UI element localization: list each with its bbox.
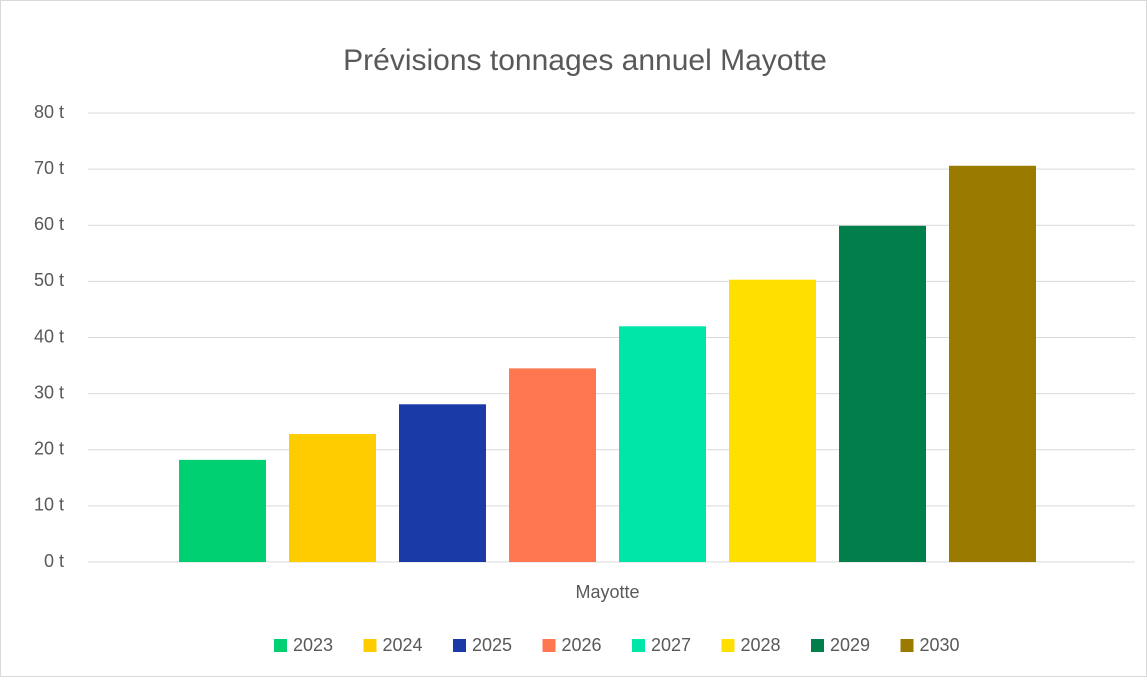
bar: [179, 459, 266, 562]
legend-swatch: [363, 639, 377, 652]
legend-swatch: [721, 639, 735, 652]
legend-swatch: [900, 639, 914, 652]
y-tick-label: 80 t: [34, 102, 64, 122]
y-tick-label: 30 t: [34, 382, 64, 402]
y-tick-label: 20 t: [34, 439, 64, 459]
bar: [949, 165, 1036, 562]
legend-label: 2025: [472, 635, 512, 655]
y-tick-label: 70 t: [34, 158, 64, 178]
legend-label: 2024: [383, 635, 423, 655]
bar: [619, 326, 706, 562]
legend-swatch: [453, 639, 466, 652]
y-tick-label: 10 t: [34, 495, 64, 515]
x-tick-label: Mayotte: [575, 582, 639, 602]
legend-label: 2023: [293, 635, 333, 655]
bar: [289, 434, 376, 562]
bar: [839, 225, 926, 562]
bar: [509, 368, 596, 562]
chart-title: Prévisions tonnages annuel Mayotte: [343, 44, 827, 77]
legend-swatch: [274, 639, 287, 652]
legend-label: 2028: [741, 635, 781, 655]
legend-label: 2030: [920, 635, 960, 655]
bar: [729, 279, 816, 562]
bar: [399, 404, 486, 562]
y-tick-label: 50 t: [34, 270, 64, 290]
legend-swatch: [542, 639, 556, 652]
y-tick-label: 40 t: [34, 326, 64, 346]
y-tick-label: 60 t: [34, 214, 64, 234]
y-tick-label: 0 t: [44, 551, 64, 571]
legend-swatch: [632, 639, 645, 652]
legend-label: 2027: [651, 635, 691, 655]
legend-swatch: [811, 639, 824, 652]
legend-label: 2026: [562, 635, 602, 655]
legend-label: 2029: [830, 635, 870, 655]
